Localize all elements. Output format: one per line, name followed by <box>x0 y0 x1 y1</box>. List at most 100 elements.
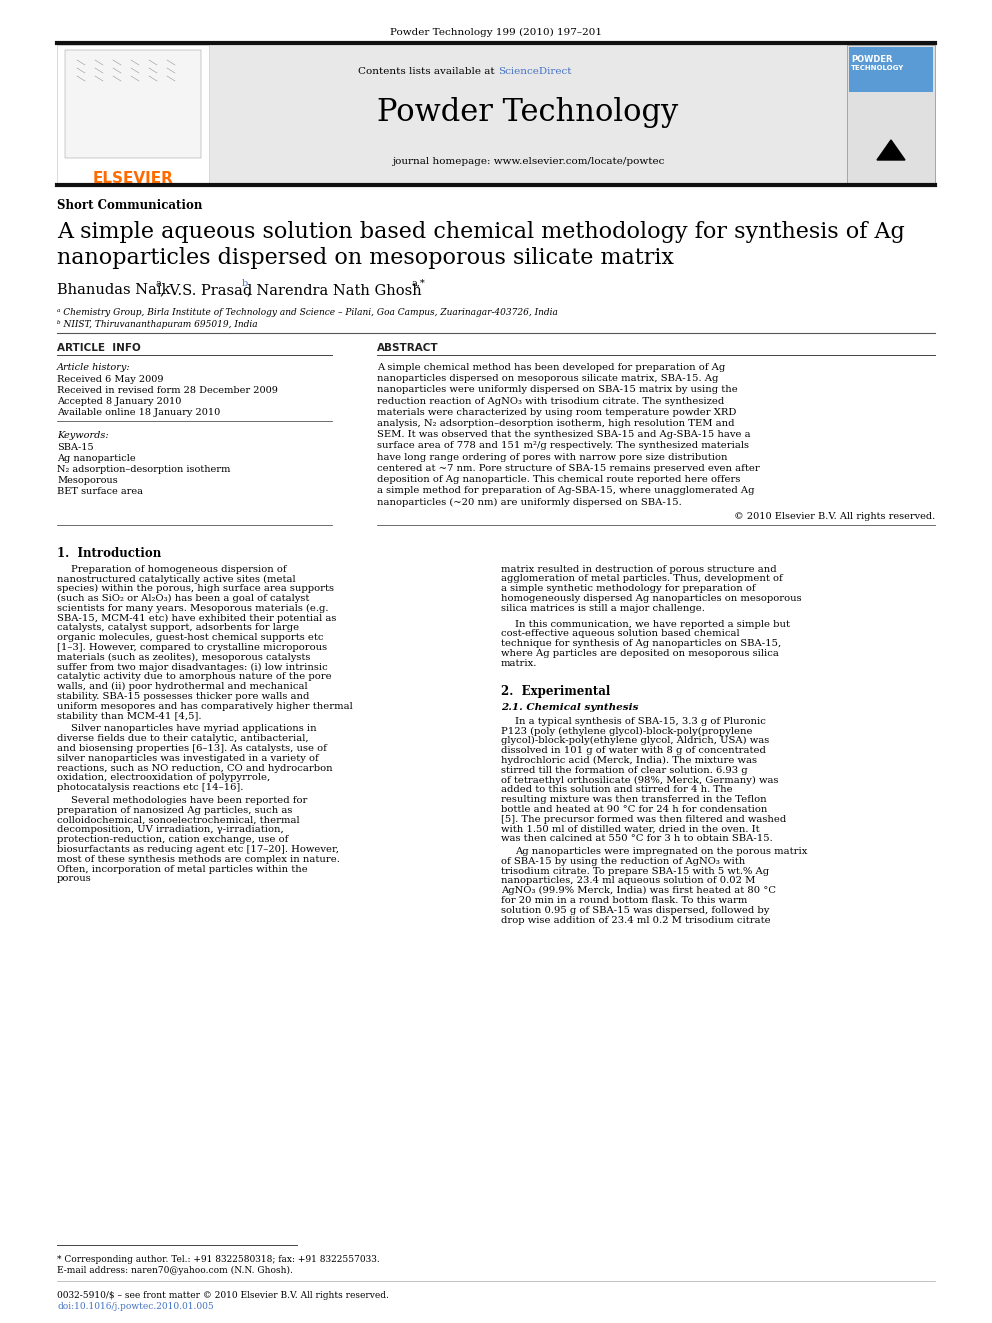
Text: E-mail address: naren70@yahoo.com (N.N. Ghosh).: E-mail address: naren70@yahoo.com (N.N. … <box>57 1266 293 1275</box>
Text: A simple aqueous solution based chemical methodology for synthesis of Ag: A simple aqueous solution based chemical… <box>57 221 905 243</box>
Text: most of these synthesis methods are complex in nature.: most of these synthesis methods are comp… <box>57 855 340 864</box>
Text: ᵃ Chemistry Group, Birla Institute of Technology and Science – Pilani, Goa Campu: ᵃ Chemistry Group, Birla Institute of Te… <box>57 308 558 318</box>
Text: N₂ adsorption–desorption isotherm: N₂ adsorption–desorption isotherm <box>57 464 230 474</box>
Text: catalytic activity due to amorphous nature of the pore: catalytic activity due to amorphous natu… <box>57 672 331 681</box>
Text: where Ag particles are deposited on mesoporous silica: where Ag particles are deposited on meso… <box>501 650 779 658</box>
Text: of SBA-15 by using the reduction of AgNO₃ with: of SBA-15 by using the reduction of AgNO… <box>501 857 745 865</box>
Text: 2.1. Chemical synthesis: 2.1. Chemical synthesis <box>501 703 639 712</box>
Text: AgNO₃ (99.9% Merck, India) was first heated at 80 °C: AgNO₃ (99.9% Merck, India) was first hea… <box>501 886 776 896</box>
Text: Keywords:: Keywords: <box>57 431 109 441</box>
Polygon shape <box>877 140 905 160</box>
Text: technique for synthesis of Ag nanoparticles on SBA-15,: technique for synthesis of Ag nanopartic… <box>501 639 782 648</box>
Text: added to this solution and stirred for 4 h. The: added to this solution and stirred for 4… <box>501 785 733 794</box>
Bar <box>65 50 201 157</box>
Text: Available online 18 January 2010: Available online 18 January 2010 <box>57 407 220 417</box>
Text: ᵇ NIIST, Thiruvananthapuram 695019, India: ᵇ NIIST, Thiruvananthapuram 695019, Indi… <box>57 320 258 329</box>
Text: a: a <box>155 279 161 288</box>
Text: uniform mesopores and has comparatively higher thermal: uniform mesopores and has comparatively … <box>57 701 353 710</box>
Text: resulting mixture was then transferred in the Teflon: resulting mixture was then transferred i… <box>501 795 767 804</box>
Text: Received 6 May 2009: Received 6 May 2009 <box>57 374 164 384</box>
Bar <box>209 45 847 183</box>
Text: silver nanoparticles was investigated in a variety of: silver nanoparticles was investigated in… <box>57 754 318 763</box>
Text: Article history:: Article history: <box>57 363 131 372</box>
Text: with 1.50 ml of distilled water, dried in the oven. It: with 1.50 ml of distilled water, dried i… <box>501 824 760 833</box>
Text: SBA-15: SBA-15 <box>57 443 93 452</box>
Text: glycol)-block-poly(ethylene glycol, Aldrich, USA) was: glycol)-block-poly(ethylene glycol, Aldr… <box>501 736 769 745</box>
Text: stirred till the formation of clear solution. 6.93 g: stirred till the formation of clear solu… <box>501 766 748 774</box>
Text: biosurfactants as reducing agent etc [17–20]. However,: biosurfactants as reducing agent etc [17… <box>57 845 339 855</box>
Text: and biosensing properties [6–13]. As catalysts, use of: and biosensing properties [6–13]. As cat… <box>57 744 327 753</box>
Text: POWDER: POWDER <box>851 56 893 64</box>
Text: SEM. It was observed that the synthesized SBA-15 and Ag-SBA-15 have a: SEM. It was observed that the synthesize… <box>377 430 751 439</box>
Text: analysis, N₂ adsorption–desorption isotherm, high resolution TEM and: analysis, N₂ adsorption–desorption isoth… <box>377 419 734 429</box>
Text: BET surface area: BET surface area <box>57 487 143 496</box>
Text: bottle and heated at 90 °C for 24 h for condensation: bottle and heated at 90 °C for 24 h for … <box>501 804 768 814</box>
Text: In this communication, we have reported a simple but: In this communication, we have reported … <box>515 619 790 628</box>
Text: matrix resulted in destruction of porous structure and: matrix resulted in destruction of porous… <box>501 565 777 574</box>
Text: species) within the porous, high surface area supports: species) within the porous, high surface… <box>57 585 334 593</box>
Text: stability than MCM-41 [4,5].: stability than MCM-41 [4,5]. <box>57 712 201 721</box>
Text: journal homepage: www.elsevier.com/locate/powtec: journal homepage: www.elsevier.com/locat… <box>392 157 665 165</box>
Text: nanoparticles were uniformly dispersed on SBA-15 matrix by using the: nanoparticles were uniformly dispersed o… <box>377 385 738 394</box>
Text: Mesoporous: Mesoporous <box>57 476 118 486</box>
Text: Contents lists available at: Contents lists available at <box>358 67 498 75</box>
Text: reduction reaction of AgNO₃ with trisodium citrate. The synthesized: reduction reaction of AgNO₃ with trisodi… <box>377 397 724 406</box>
Text: 1.  Introduction: 1. Introduction <box>57 546 162 560</box>
Text: hydrochloric acid (Merck, India). The mixture was: hydrochloric acid (Merck, India). The mi… <box>501 755 757 765</box>
Text: scientists for many years. Mesoporous materials (e.g.: scientists for many years. Mesoporous ma… <box>57 603 328 613</box>
Text: (such as SiO₂ or Al₂O₃) has been a goal of catalyst: (such as SiO₂ or Al₂O₃) has been a goal … <box>57 594 310 603</box>
Text: P123 (poly (ethylene glycol)-block-poly(propylene: P123 (poly (ethylene glycol)-block-poly(… <box>501 726 753 736</box>
Text: trisodium citrate. To prepare SBA-15 with 5 wt.% Ag: trisodium citrate. To prepare SBA-15 wit… <box>501 867 769 876</box>
Text: solution 0.95 g of SBA-15 was dispersed, followed by: solution 0.95 g of SBA-15 was dispersed,… <box>501 906 770 914</box>
Text: nanoparticles, 23.4 ml aqueous solution of 0.02 M: nanoparticles, 23.4 ml aqueous solution … <box>501 876 755 885</box>
Text: nanoparticles dispersed on mesoporous silicate matrix: nanoparticles dispersed on mesoporous si… <box>57 247 674 269</box>
Text: photocatalysis reactions etc [14–16].: photocatalysis reactions etc [14–16]. <box>57 783 243 792</box>
Text: Received in revised form 28 December 2009: Received in revised form 28 December 200… <box>57 386 278 396</box>
Text: ABSTRACT: ABSTRACT <box>377 343 438 353</box>
Text: a simple synthetic methodology for preparation of: a simple synthetic methodology for prepa… <box>501 585 756 593</box>
Text: * Corresponding author. Tel.: +91 8322580318; fax: +91 8322557033.: * Corresponding author. Tel.: +91 832258… <box>57 1256 380 1263</box>
Text: b: b <box>242 279 248 288</box>
Text: porous: porous <box>57 875 91 884</box>
Text: nanoparticles (~20 nm) are uniformly dispersed on SBA-15.: nanoparticles (~20 nm) are uniformly dis… <box>377 497 682 507</box>
Text: A simple chemical method has been developed for preparation of Ag: A simple chemical method has been develo… <box>377 363 725 372</box>
Text: SBA-15, MCM-41 etc) have exhibited their potential as: SBA-15, MCM-41 etc) have exhibited their… <box>57 614 336 623</box>
Text: nanoparticles dispersed on mesoporous silicate matrix, SBA-15. Ag: nanoparticles dispersed on mesoporous si… <box>377 374 718 384</box>
Text: , V.S. Prasad: , V.S. Prasad <box>160 283 252 296</box>
Text: centered at ~7 nm. Pore structure of SBA-15 remains preserved even after: centered at ~7 nm. Pore structure of SBA… <box>377 464 760 472</box>
Text: Ag nanoparticle: Ag nanoparticle <box>57 454 136 463</box>
Text: deposition of Ag nanoparticle. This chemical route reported here offers: deposition of Ag nanoparticle. This chem… <box>377 475 740 484</box>
Text: Powder Technology 199 (2010) 197–201: Powder Technology 199 (2010) 197–201 <box>390 28 602 37</box>
Text: Preparation of homogeneous dispersion of: Preparation of homogeneous dispersion of <box>71 565 287 574</box>
Text: drop wise addition of 23.4 ml 0.2 M trisodium citrate: drop wise addition of 23.4 ml 0.2 M tris… <box>501 916 771 925</box>
Text: Bhanudas Naik: Bhanudas Naik <box>57 283 171 296</box>
Text: materials were characterized by using room temperature powder XRD: materials were characterized by using ro… <box>377 407 736 417</box>
Text: walls, and (ii) poor hydrothermal and mechanical: walls, and (ii) poor hydrothermal and me… <box>57 683 308 692</box>
Text: catalysts, catalyst support, adsorbents for large: catalysts, catalyst support, adsorbents … <box>57 623 300 632</box>
Text: TECHNOLOGY: TECHNOLOGY <box>851 65 905 71</box>
Text: doi:10.1016/j.powtec.2010.01.005: doi:10.1016/j.powtec.2010.01.005 <box>57 1302 213 1311</box>
Text: a simple method for preparation of Ag-SBA-15, where unagglomerated Ag: a simple method for preparation of Ag-SB… <box>377 486 755 495</box>
Text: protection-reduction, cation exchange, use of: protection-reduction, cation exchange, u… <box>57 835 289 844</box>
Text: of tetraethyl orthosilicate (98%, Merck, Germany) was: of tetraethyl orthosilicate (98%, Merck,… <box>501 775 779 785</box>
Text: Short Communication: Short Communication <box>57 198 202 212</box>
Text: a,*: a,* <box>412 279 426 288</box>
Text: silica matrices is still a major challenge.: silica matrices is still a major challen… <box>501 603 705 613</box>
Text: preparation of nanosized Ag particles, such as: preparation of nanosized Ag particles, s… <box>57 806 293 815</box>
Text: Accepted 8 January 2010: Accepted 8 January 2010 <box>57 397 182 406</box>
Bar <box>57 45 209 183</box>
Text: , Narendra Nath Ghosh: , Narendra Nath Ghosh <box>247 283 422 296</box>
Text: for 20 min in a round bottom flask. To this warm: for 20 min in a round bottom flask. To t… <box>501 896 747 905</box>
Text: dissolved in 101 g of water with 8 g of concentrated: dissolved in 101 g of water with 8 g of … <box>501 746 766 755</box>
Text: ARTICLE  INFO: ARTICLE INFO <box>57 343 141 353</box>
Text: decomposition, UV irradiation, γ-irradiation,: decomposition, UV irradiation, γ-irradia… <box>57 826 284 835</box>
Text: [5]. The precursor formed was then filtered and washed: [5]. The precursor formed was then filte… <box>501 815 787 824</box>
Text: Silver nanoparticles have myriad applications in: Silver nanoparticles have myriad applica… <box>71 725 316 733</box>
Text: Several methodologies have been reported for: Several methodologies have been reported… <box>71 796 308 804</box>
Text: was then calcined at 550 °C for 3 h to obtain SBA-15.: was then calcined at 550 °C for 3 h to o… <box>501 835 773 843</box>
Bar <box>847 45 935 183</box>
Text: stability. SBA-15 possesses thicker pore walls and: stability. SBA-15 possesses thicker pore… <box>57 692 310 701</box>
Text: [1–3]. However, compared to crystalline microporous: [1–3]. However, compared to crystalline … <box>57 643 327 652</box>
Text: suffer from two major disadvantages: (i) low intrinsic: suffer from two major disadvantages: (i)… <box>57 663 327 672</box>
Text: 0032-5910/$ – see front matter © 2010 Elsevier B.V. All rights reserved.: 0032-5910/$ – see front matter © 2010 El… <box>57 1291 389 1301</box>
